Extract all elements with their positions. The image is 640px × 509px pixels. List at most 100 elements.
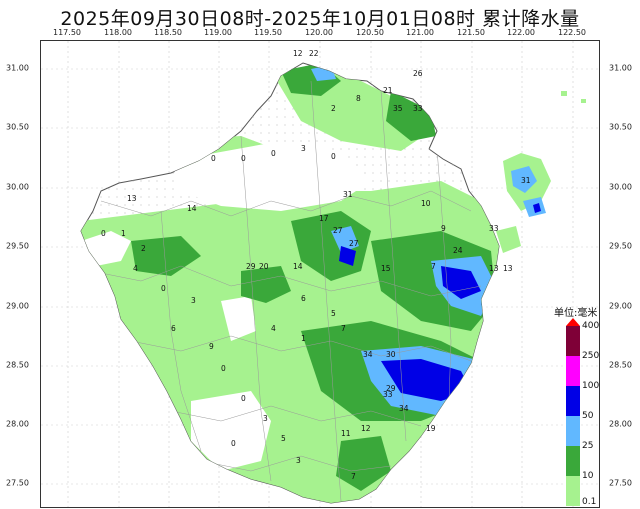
lon-tick: 121.00 xyxy=(406,28,434,37)
legend-label: 400 xyxy=(582,321,600,331)
station-value: 31 xyxy=(343,190,353,199)
station-value: 6 xyxy=(301,294,306,303)
station-value: 6 xyxy=(171,324,176,333)
lat-tick: 29.00 xyxy=(609,301,632,311)
station-value: 19 xyxy=(426,424,436,433)
station-value: 33 xyxy=(383,390,393,399)
offshore-echoes xyxy=(496,91,586,253)
station-value: 11 xyxy=(341,429,351,438)
station-value: 33 xyxy=(413,104,423,113)
station-value: 34 xyxy=(399,404,409,413)
rain-zone-storm xyxy=(441,266,481,299)
station-value: 9 xyxy=(441,224,446,233)
legend-label: 100 xyxy=(582,381,600,391)
lon-tick: 121.50 xyxy=(457,28,485,37)
station-value: 31 xyxy=(521,176,531,185)
station-value: 10 xyxy=(421,199,431,208)
lat-tick: 29.50 xyxy=(6,241,29,251)
legend-swatch-250-400 xyxy=(566,326,580,356)
station-value: 15 xyxy=(381,264,391,273)
station-value: 21 xyxy=(383,86,393,95)
station-value: 14 xyxy=(187,204,197,213)
station-value: 33 xyxy=(489,224,499,233)
legend-swatch-50-100 xyxy=(566,386,580,416)
station-value: 5 xyxy=(331,309,336,318)
station-value: 5 xyxy=(281,434,286,443)
station-value: 1 xyxy=(301,334,306,343)
lat-tick: 28.50 xyxy=(609,360,632,370)
lat-tick: 27.50 xyxy=(6,478,29,488)
rain-zone-storm xyxy=(381,359,471,401)
station-value: 27 xyxy=(333,226,343,235)
legend-swatch-0.1-10 xyxy=(566,476,580,506)
lon-tick: 122.50 xyxy=(558,28,586,37)
dry-zone xyxy=(171,141,371,211)
station-value: 4 xyxy=(133,264,138,273)
lat-tick: 30.50 xyxy=(609,122,632,132)
legend-swatch-25-50 xyxy=(566,416,580,446)
station-value: 34 xyxy=(363,350,373,359)
station-value: 0 xyxy=(211,154,216,163)
station-value: 14 xyxy=(293,262,303,271)
station-value: 13 xyxy=(489,264,499,273)
rain-zone-heavy xyxy=(331,226,359,253)
station-value: 3 xyxy=(263,414,268,423)
lon-tick: 119.00 xyxy=(204,28,232,37)
station-value: 22 xyxy=(309,49,319,58)
legend-max-arrow xyxy=(566,318,580,326)
station-value: 1 xyxy=(121,229,126,238)
lon-tick: 120.50 xyxy=(356,28,384,37)
station-value: 35 xyxy=(393,104,403,113)
precipitation-map: 12 22 26 21 33 35 31 31 13 14 17 27 27 3… xyxy=(41,41,599,507)
legend-label: 50 xyxy=(582,411,594,421)
station-value: 7 xyxy=(351,472,356,481)
legend-label: 0.1 xyxy=(582,497,597,507)
lat-tick: 29.00 xyxy=(6,301,29,311)
station-value: 0 xyxy=(331,152,336,161)
lon-tick: 118.00 xyxy=(104,28,132,37)
lat-tick: 30.00 xyxy=(6,182,29,192)
dry-zone xyxy=(191,391,271,471)
lat-tick: 28.00 xyxy=(6,419,29,429)
rain-zone-moderate xyxy=(386,91,436,141)
station-value: 3 xyxy=(296,456,301,465)
rain-zone-moderate xyxy=(336,436,391,491)
legend-swatch-100-250 xyxy=(566,356,580,386)
legend-title: 单位:毫米 xyxy=(554,308,598,319)
station-value: 29 xyxy=(386,384,396,393)
lat-tick: 29.50 xyxy=(609,241,632,251)
legend-label: 10 xyxy=(582,471,594,481)
legend-swatch-10-25 xyxy=(566,446,580,476)
lat-tick: 31.00 xyxy=(609,63,632,73)
rainfall-layer xyxy=(81,63,499,503)
rain-zone-moderate xyxy=(241,266,291,303)
station-value: 13 xyxy=(127,194,137,203)
station-value: 12 xyxy=(361,424,371,433)
station-value: 2 xyxy=(331,104,336,113)
station-value: 4 xyxy=(271,324,276,333)
dry-zone xyxy=(221,296,256,341)
lon-tick: 122.00 xyxy=(507,28,535,37)
station-values: 12 22 26 21 33 35 31 31 13 14 17 27 27 3… xyxy=(101,49,531,481)
county-borders xyxy=(90,80,482,502)
station-value: 7 xyxy=(431,262,436,271)
station-value: 9 xyxy=(209,342,214,351)
station-value: 0 xyxy=(271,149,276,158)
station-value: 13 xyxy=(503,264,513,273)
lat-tick: 28.00 xyxy=(609,419,632,429)
station-value: 12 xyxy=(293,49,303,58)
station-value: 30 xyxy=(386,350,396,359)
station-value: 3 xyxy=(301,144,306,153)
station-value: 7 xyxy=(341,324,346,333)
lat-tick: 28.50 xyxy=(6,360,29,370)
map-frame[interactable]: 12 22 26 21 33 35 31 31 13 14 17 27 27 3… xyxy=(40,40,600,508)
station-value: 0 xyxy=(221,364,226,373)
station-value: 0 xyxy=(101,229,106,238)
station-value: 24 xyxy=(453,246,463,255)
lon-tick: 117.50 xyxy=(53,28,81,37)
station-value: 8 xyxy=(356,94,361,103)
station-value: 0 xyxy=(161,284,166,293)
station-value: 29 xyxy=(246,262,256,271)
station-value: 0 xyxy=(231,439,236,448)
rain-zone-storm xyxy=(339,246,356,266)
